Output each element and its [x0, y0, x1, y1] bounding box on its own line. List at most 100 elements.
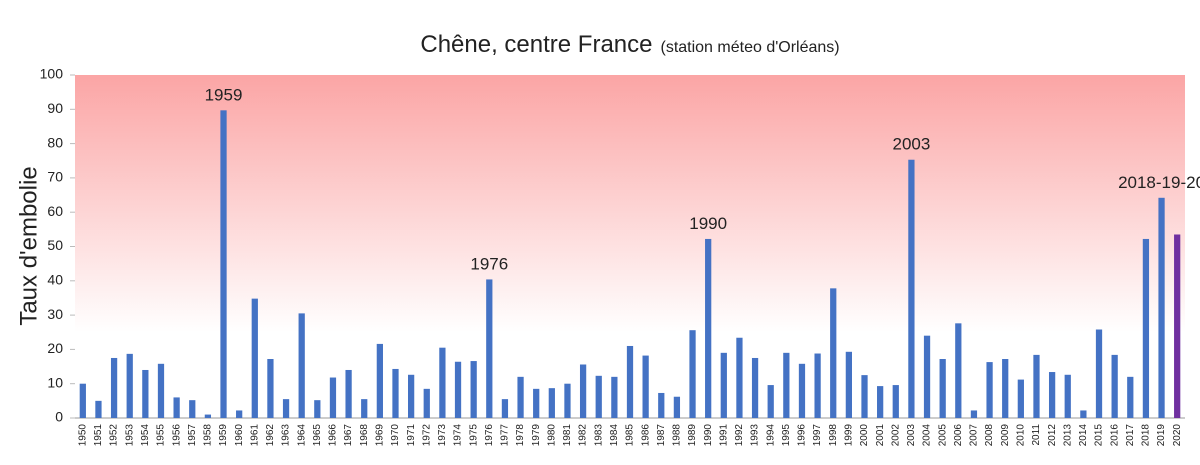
bar — [1064, 374, 1071, 418]
bar — [126, 353, 133, 418]
bar — [251, 298, 258, 418]
y-tick-label: 30 — [47, 306, 63, 322]
bar — [267, 359, 274, 418]
bar — [720, 352, 727, 418]
x-tick-label: 1984 — [609, 424, 620, 447]
x-tick-label: 2011 — [1031, 424, 1042, 446]
annotation: 1959 — [205, 85, 243, 104]
x-tick-label: 2008 — [984, 424, 995, 447]
x-tick-label: 1965 — [312, 424, 323, 447]
bar — [408, 374, 415, 418]
subtitle: (station méteo d'Orléans) — [660, 39, 839, 56]
x-tick-label: 2009 — [1000, 424, 1011, 447]
x-tick-label: 1972 — [421, 424, 432, 447]
bar — [220, 110, 227, 418]
bar — [142, 369, 149, 418]
x-tick-label: 1953 — [124, 424, 135, 447]
bar — [157, 363, 165, 418]
y-tick-label: 80 — [47, 134, 63, 150]
x-tick-label: 1982 — [578, 424, 589, 447]
annotation: 2018-19-20 — [1118, 173, 1200, 192]
bar — [345, 369, 352, 418]
bar — [767, 385, 774, 418]
bar — [1048, 372, 1056, 418]
bar — [392, 368, 399, 418]
x-tick-label: 1959 — [218, 424, 229, 447]
x-tick-label: 2015 — [1094, 424, 1105, 447]
x-tick-label: 1958 — [203, 424, 214, 447]
bar — [329, 377, 337, 418]
x-tick-label: 2002 — [890, 424, 901, 447]
x-tick-label: 1974 — [453, 424, 464, 447]
x-tick-label: 1989 — [687, 424, 698, 447]
x-tick-label: 1967 — [343, 424, 354, 447]
bar — [830, 288, 837, 418]
x-tick-label: 2020 — [1172, 424, 1183, 447]
x-tick-label: 1985 — [625, 424, 636, 447]
x-tick-label: 1950 — [77, 424, 88, 447]
x-tick-label: 2010 — [1015, 424, 1026, 447]
x-tick-label: 1964 — [296, 424, 307, 447]
x-tick-label: 1992 — [734, 424, 745, 447]
x-tick-label: 1987 — [656, 424, 667, 447]
x-tick-label: 1981 — [562, 424, 573, 447]
x-tick-label: 1955 — [156, 424, 167, 447]
x-tick-label: 2006 — [953, 424, 964, 447]
x-tick-label: 2003 — [906, 424, 917, 447]
x-tick-label: 1980 — [546, 424, 557, 447]
bar — [751, 357, 759, 418]
bar — [517, 376, 524, 418]
x-tick-label: 1969 — [374, 424, 385, 447]
x-tick-label: 1978 — [515, 424, 526, 447]
bar — [173, 397, 180, 418]
bar — [705, 238, 712, 418]
x-tick-label: 1986 — [640, 424, 651, 447]
y-tick-label: 20 — [47, 340, 63, 356]
bar — [470, 361, 477, 418]
bar — [798, 363, 806, 418]
bar — [204, 414, 212, 418]
bar — [658, 392, 665, 418]
x-tick-label: 1994 — [765, 424, 776, 447]
bar — [1127, 376, 1134, 418]
x-tick-label: 1971 — [406, 424, 417, 447]
x-tick-label: 1954 — [140, 424, 151, 447]
x-tick-label: 1998 — [828, 424, 839, 447]
bar — [1142, 238, 1150, 418]
bar — [861, 375, 868, 418]
bar — [1111, 354, 1118, 418]
x-tick-label: 1979 — [531, 424, 542, 447]
x-tick-label: 1993 — [750, 424, 761, 447]
x-tick-label: 1968 — [359, 424, 370, 447]
x-tick-label: 1997 — [812, 424, 823, 447]
x-tick-label: 2016 — [1109, 424, 1120, 447]
bar — [564, 383, 571, 418]
x-tick-label: 1951 — [93, 424, 104, 447]
x-tick-label: 2017 — [1125, 424, 1136, 447]
y-tick-label: 100 — [40, 66, 64, 82]
bar — [454, 361, 462, 418]
bar — [595, 375, 602, 418]
bar — [282, 399, 290, 418]
bar — [673, 396, 681, 418]
x-tick-label: 1952 — [109, 424, 120, 447]
bar — [1174, 234, 1181, 418]
x-tick-label: 2013 — [1062, 424, 1073, 447]
bar — [611, 376, 618, 418]
bar — [533, 388, 540, 418]
bar — [923, 335, 931, 418]
x-tick-label: 1970 — [390, 424, 401, 447]
x-tick-label: 1983 — [593, 424, 604, 447]
bar — [236, 410, 243, 418]
bar — [548, 388, 555, 418]
bar — [892, 385, 899, 418]
bar — [1080, 410, 1087, 418]
x-tick-label: 2012 — [1047, 424, 1058, 447]
title: Chêne, centre France — [420, 31, 652, 58]
bar — [579, 364, 587, 418]
bar — [1033, 354, 1040, 418]
x-tick-label: 2018 — [1141, 424, 1152, 447]
bar — [908, 159, 915, 418]
y-axis-label: Taux d'embolie — [15, 166, 42, 325]
annotation: 1976 — [470, 254, 508, 273]
